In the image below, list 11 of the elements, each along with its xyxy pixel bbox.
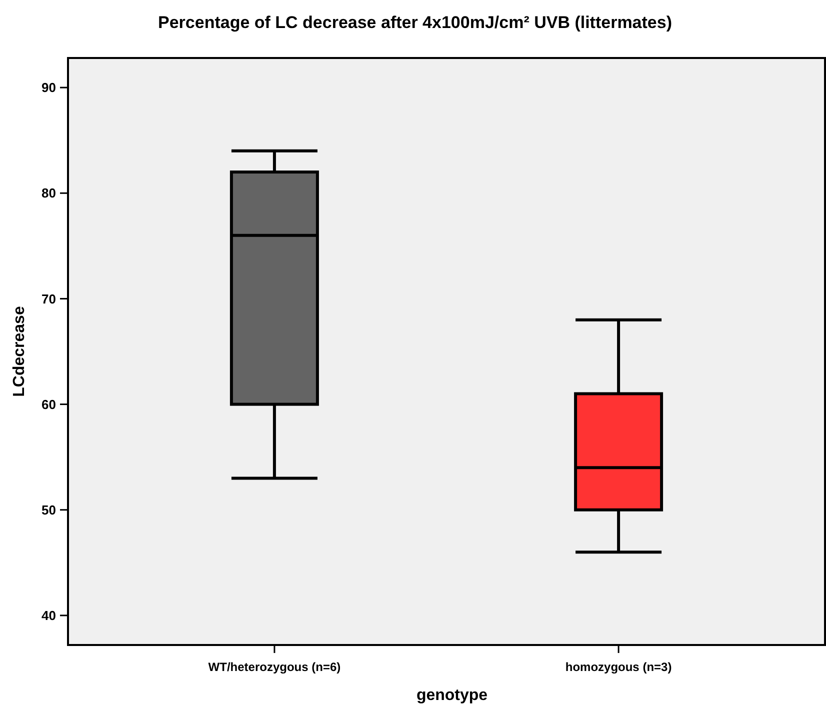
- y-axis-title: LCdecrease: [11, 306, 28, 397]
- y-tick-label: 50: [42, 502, 56, 518]
- chart-title: Percentage of LC decrease after 4x100mJ/cm² UVB (littermates): [158, 13, 672, 32]
- y-tick-label: 80: [42, 186, 56, 201]
- x-tick-label: WT/heterozygous (n=6): [208, 660, 341, 674]
- x-axis-title: genotype: [416, 687, 488, 704]
- y-tick-label: 90: [42, 80, 56, 96]
- y-tick-label: 40: [42, 608, 56, 623]
- y-tick-label: 70: [42, 291, 56, 306]
- x-tick-label: homozygous (n=3): [565, 660, 672, 674]
- y-tick-label: 60: [42, 396, 56, 412]
